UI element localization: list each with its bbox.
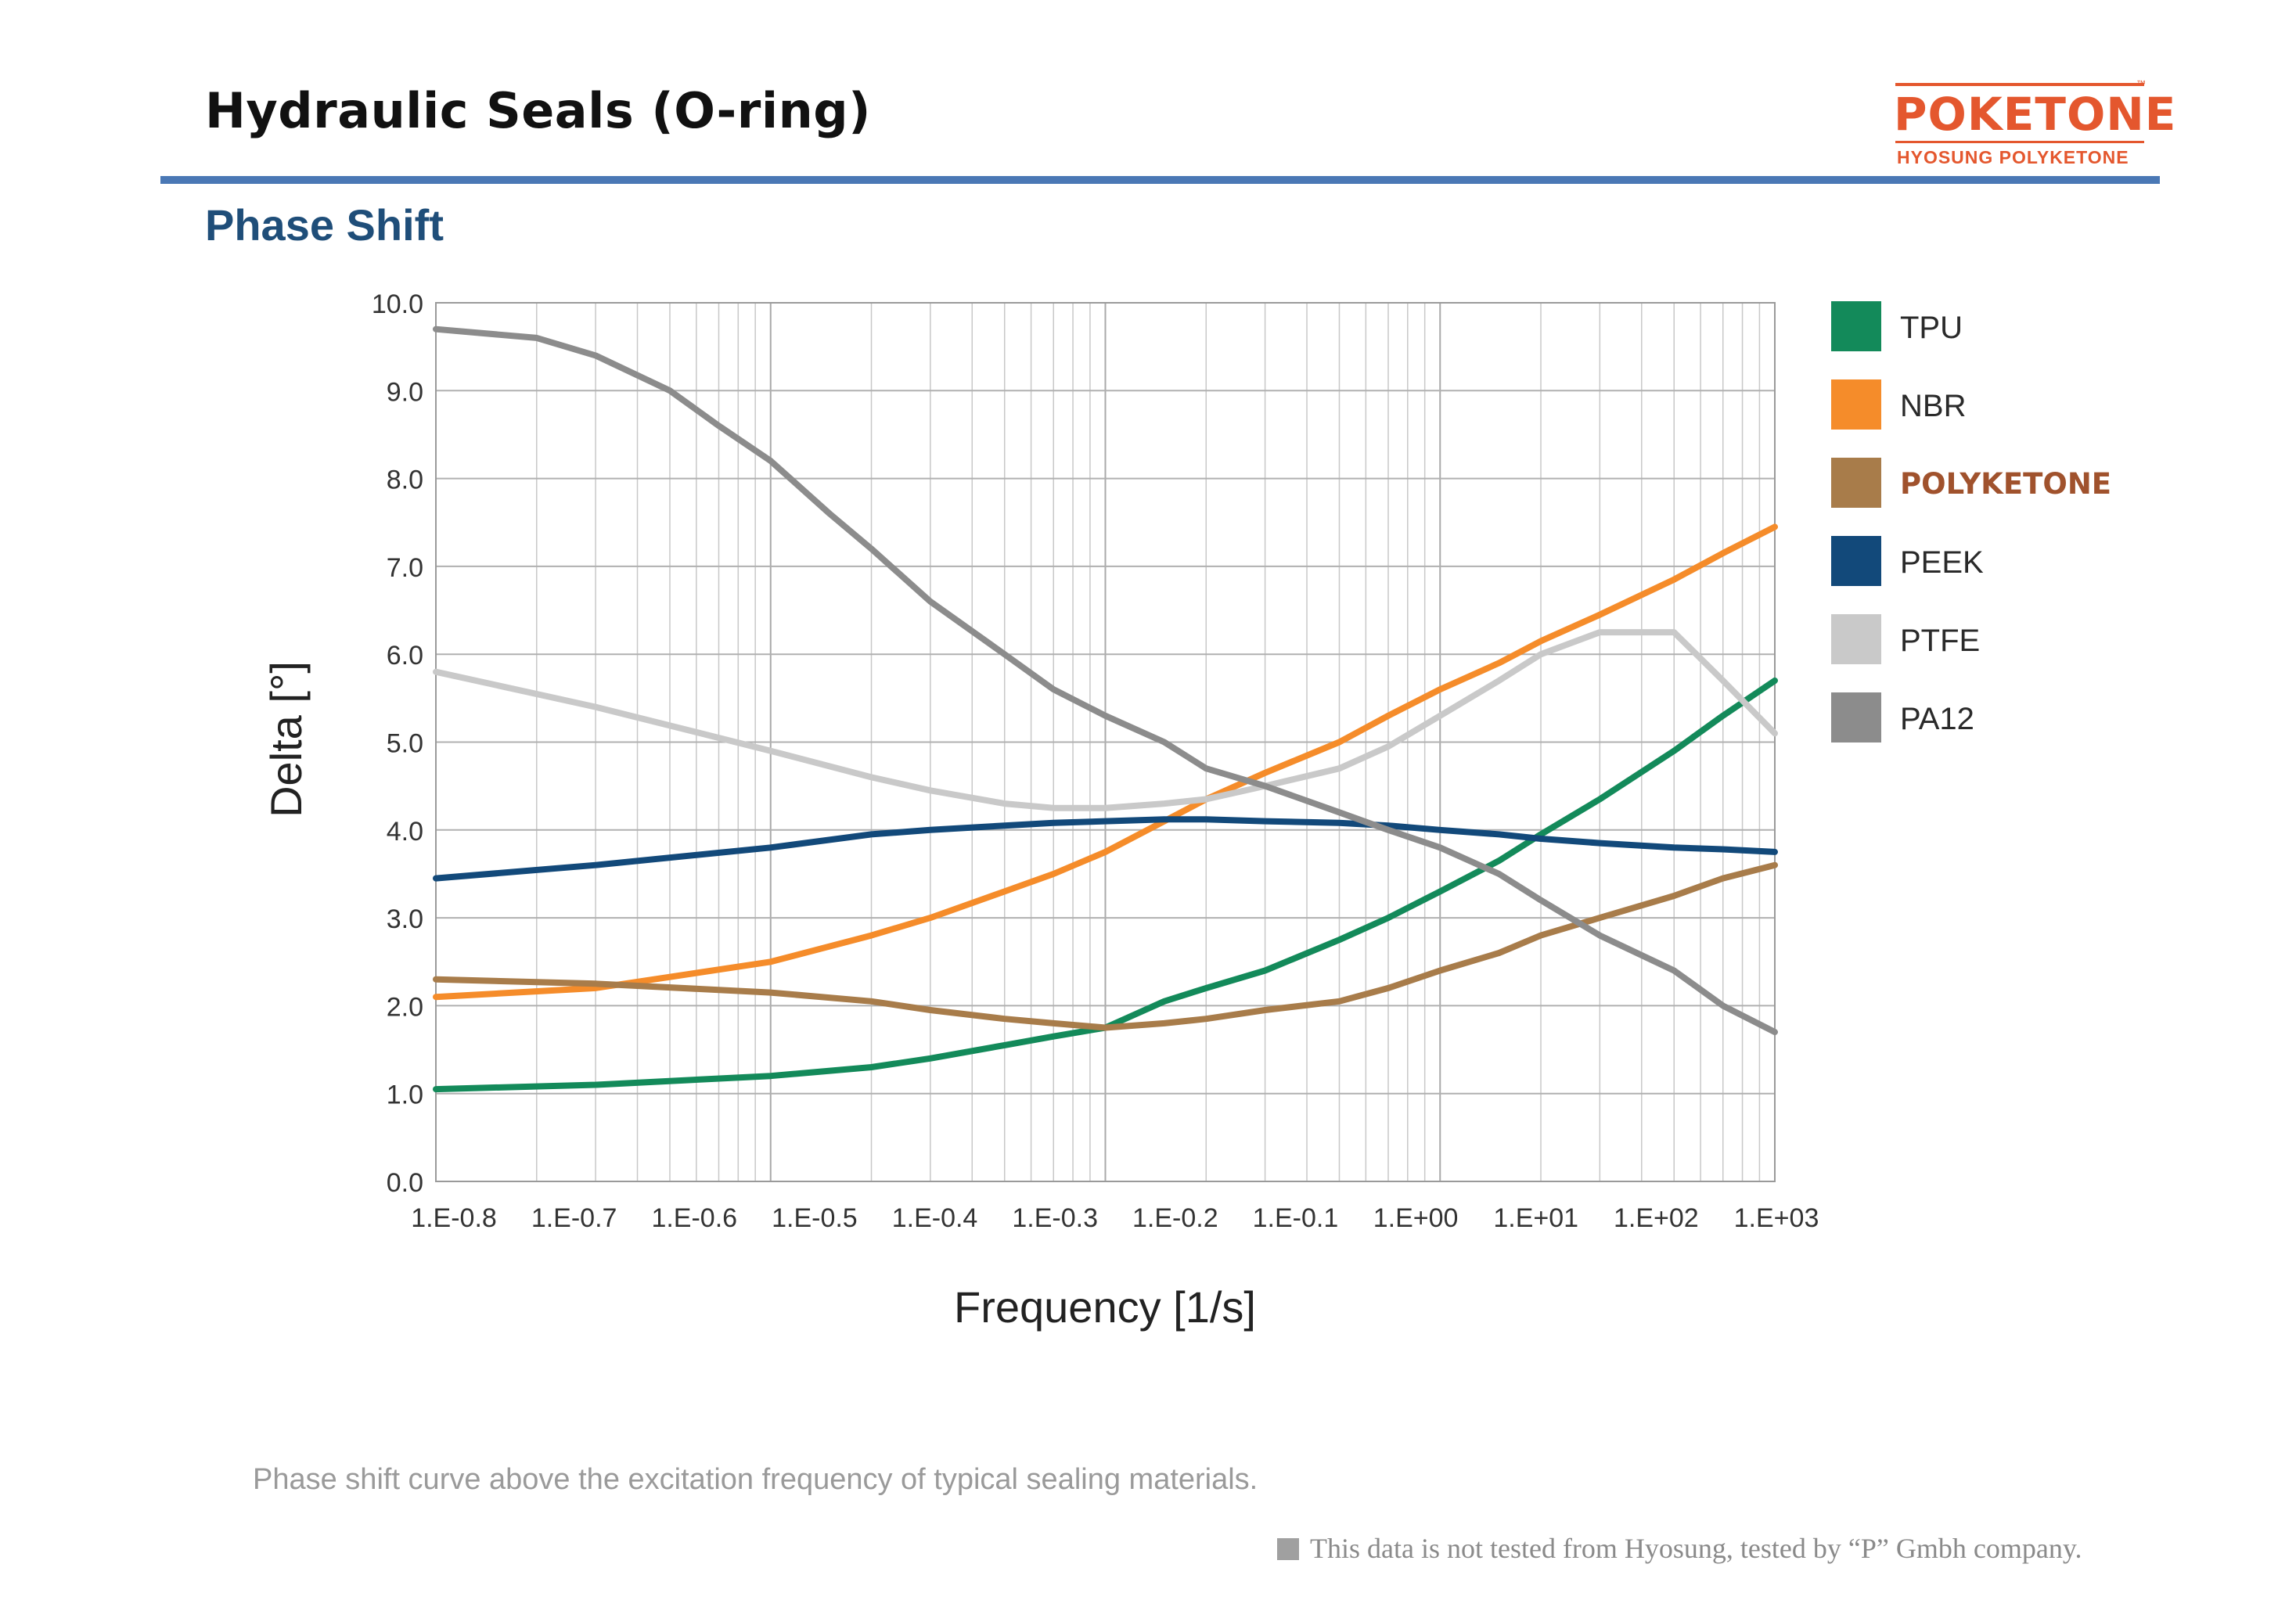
series-line-nbr [433,523,1778,1001]
legend-label: POLYKETONE [1900,467,2112,501]
legend-label: PA12 [1900,702,1974,736]
x-tick-label: 1.E+02 [1614,1203,1699,1233]
y-tick-label: 0.0 [387,1168,423,1198]
legend-swatch [1831,692,1881,742]
legend-item-polyketone: POLYKETONE [1831,458,2160,508]
x-tick-label: 1.E+03 [1734,1203,1819,1233]
legend-item-tpu: TPU [1831,301,2160,351]
page-title: Hydraulic Seals (O-ring) [205,82,871,139]
chart-grid [435,302,1775,1182]
series-line-tpu [433,677,1778,1093]
legend-swatch [1831,301,1881,351]
section-title: Phase Shift [205,200,444,250]
chart-axes [435,302,1776,1182]
y-tick-label: 8.0 [387,466,423,495]
header-rule [160,176,2160,184]
legend-swatch [1831,379,1881,430]
legend-swatch [1831,536,1881,586]
x-tick-label: 1.E+00 [1373,1203,1459,1233]
y-tick-label: 4.0 [387,817,423,847]
logo-subtitle: HYOSUNG POLYKETONE [1897,147,2129,167]
series-line-polyketone [433,861,1778,1031]
logo-top-rule [1895,83,2144,86]
x-tick-label: 1.E-0.6 [651,1203,737,1233]
y-tick-label: 5.0 [387,729,423,759]
legend-label: PEEK [1900,545,1984,580]
plot-frame [435,302,1776,1182]
y-tick-label: 10.0 [372,289,423,319]
footnote-text: This data is not tested from Hyosung, te… [1310,1533,2082,1564]
x-tick-label: 1.E+01 [1493,1203,1578,1233]
x-tick-label: 1.E-0.8 [411,1203,497,1233]
footnote-square-icon [1277,1538,1299,1560]
y-tick-label: 2.0 [387,992,423,1022]
x-tick-label: 1.E-0.2 [1132,1203,1218,1233]
series-line-peek [433,816,1778,882]
logo-trademark: ™ [2136,78,2146,89]
y-axis-title: Delta [°] [261,661,311,818]
logo-bottom-rule [1895,141,2144,143]
legend-label: PTFE [1900,624,1981,658]
x-tick-label: 1.E-0.5 [772,1203,858,1233]
logo-wordmark: POKETONE [1894,88,2177,141]
x-axis-title: Frequency [1/s] [954,1282,1256,1332]
y-tick-label: 6.0 [387,641,423,671]
series-line-ptfe [433,629,1778,811]
legend-item-peek: PEEK [1831,536,2160,586]
poketone-logo: POKETONE ™ HYOSUNG POLYKETONE [1894,78,2175,172]
y-tick-label: 3.0 [387,904,423,934]
chart-series [433,325,1778,1093]
series-line-pa12 [433,325,1778,1036]
legend-item-nbr: NBR [1831,379,2160,430]
x-tick-label: 1.E-0.4 [892,1203,978,1233]
legend-item-ptfe: PTFE [1831,614,2160,664]
chart-labels: 0.0 1.0 2.0 3.0 4.0 5.0 6.0 7.0 8.0 9.0 10.0 1.E-0.… [261,289,1819,1332]
y-tick-label: 1.0 [387,1080,423,1110]
legend-swatch [1831,458,1881,508]
x-tick-label: 1.E-0.3 [1012,1203,1098,1233]
phase-shift-chart: 0.0 1.0 2.0 3.0 4.0 5.0 6.0 7.0 8.0 9.0 10.0 1.E-0.… [261,289,1819,1332]
y-tick-label: 9.0 [387,377,423,407]
legend-swatch [1831,614,1881,664]
data-footnote: This data is not tested from Hyosung, te… [1277,1532,2082,1565]
legend-item-pa12: PA12 [1831,692,2160,742]
legend-label: TPU [1900,311,1963,345]
x-tick-label: 1.E-0.7 [531,1203,617,1233]
legend-label: NBR [1900,389,1967,423]
x-tick-label: 1.E-0.1 [1253,1203,1339,1233]
y-tick-label: 7.0 [387,553,423,583]
chart-caption: Phase shift curve above the excitation f… [253,1463,1258,1496]
